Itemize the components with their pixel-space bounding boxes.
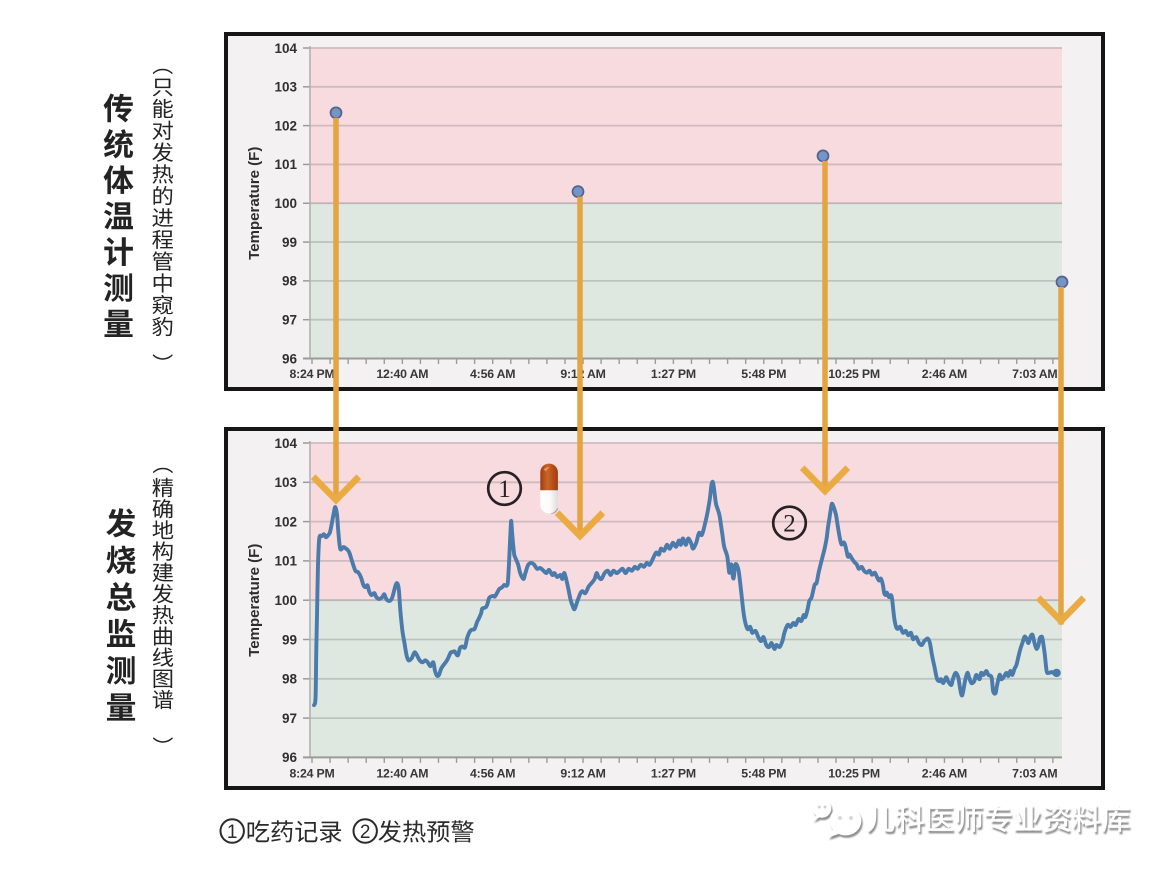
svg-text:2:46 AM: 2:46 AM <box>922 766 967 780</box>
svg-text:102: 102 <box>274 118 297 133</box>
svg-text:100: 100 <box>274 593 297 608</box>
svg-text:9:12 AM: 9:12 AM <box>560 367 605 381</box>
svg-text:99: 99 <box>282 235 297 250</box>
svg-text:2:46 AM: 2:46 AM <box>922 367 967 381</box>
svg-text:97: 97 <box>282 711 297 726</box>
svg-text:10:25 PM: 10:25 PM <box>828 367 880 381</box>
svg-text:96: 96 <box>282 750 298 765</box>
svg-text:1:27 PM: 1:27 PM <box>651 766 696 780</box>
svg-text:5:48 PM: 5:48 PM <box>741 766 786 780</box>
svg-text:101: 101 <box>274 554 297 569</box>
svg-text:103: 103 <box>274 475 297 490</box>
svg-text:7:03 AM: 7:03 AM <box>1012 766 1057 780</box>
svg-text:Temperature (F): Temperature (F) <box>246 147 263 260</box>
svg-text:96: 96 <box>282 351 298 366</box>
svg-text:9:12 AM: 9:12 AM <box>560 766 605 780</box>
svg-text:7:03 AM: 7:03 AM <box>1012 367 1057 381</box>
svg-text:99: 99 <box>282 632 297 647</box>
svg-text:104: 104 <box>274 436 297 451</box>
svg-text:101: 101 <box>274 157 297 172</box>
svg-text:102: 102 <box>274 514 297 529</box>
svg-text:10:25 PM: 10:25 PM <box>828 766 880 780</box>
svg-text:4:56 AM: 4:56 AM <box>470 766 515 780</box>
svg-text:12:40 AM: 12:40 AM <box>376 367 428 381</box>
svg-text:103: 103 <box>274 80 297 95</box>
svg-text:8:24 PM: 8:24 PM <box>289 367 334 381</box>
svg-text:1: 1 <box>227 822 238 843</box>
svg-text:98: 98 <box>282 672 298 687</box>
svg-text:4:56 AM: 4:56 AM <box>470 367 515 381</box>
svg-text:2: 2 <box>783 511 796 538</box>
svg-text:5:48 PM: 5:48 PM <box>741 367 786 381</box>
svg-text:98: 98 <box>282 274 298 289</box>
svg-text:100: 100 <box>274 196 297 211</box>
svg-text:1: 1 <box>498 476 511 503</box>
svg-text:Temperature (F): Temperature (F) <box>246 544 263 657</box>
svg-text:12:40 AM: 12:40 AM <box>376 766 428 780</box>
svg-text:97: 97 <box>282 312 297 327</box>
svg-text:1:27 PM: 1:27 PM <box>651 367 696 381</box>
svg-text:104: 104 <box>274 41 297 56</box>
svg-text:8:24 PM: 8:24 PM <box>289 766 334 780</box>
svg-text:2: 2 <box>360 822 371 843</box>
